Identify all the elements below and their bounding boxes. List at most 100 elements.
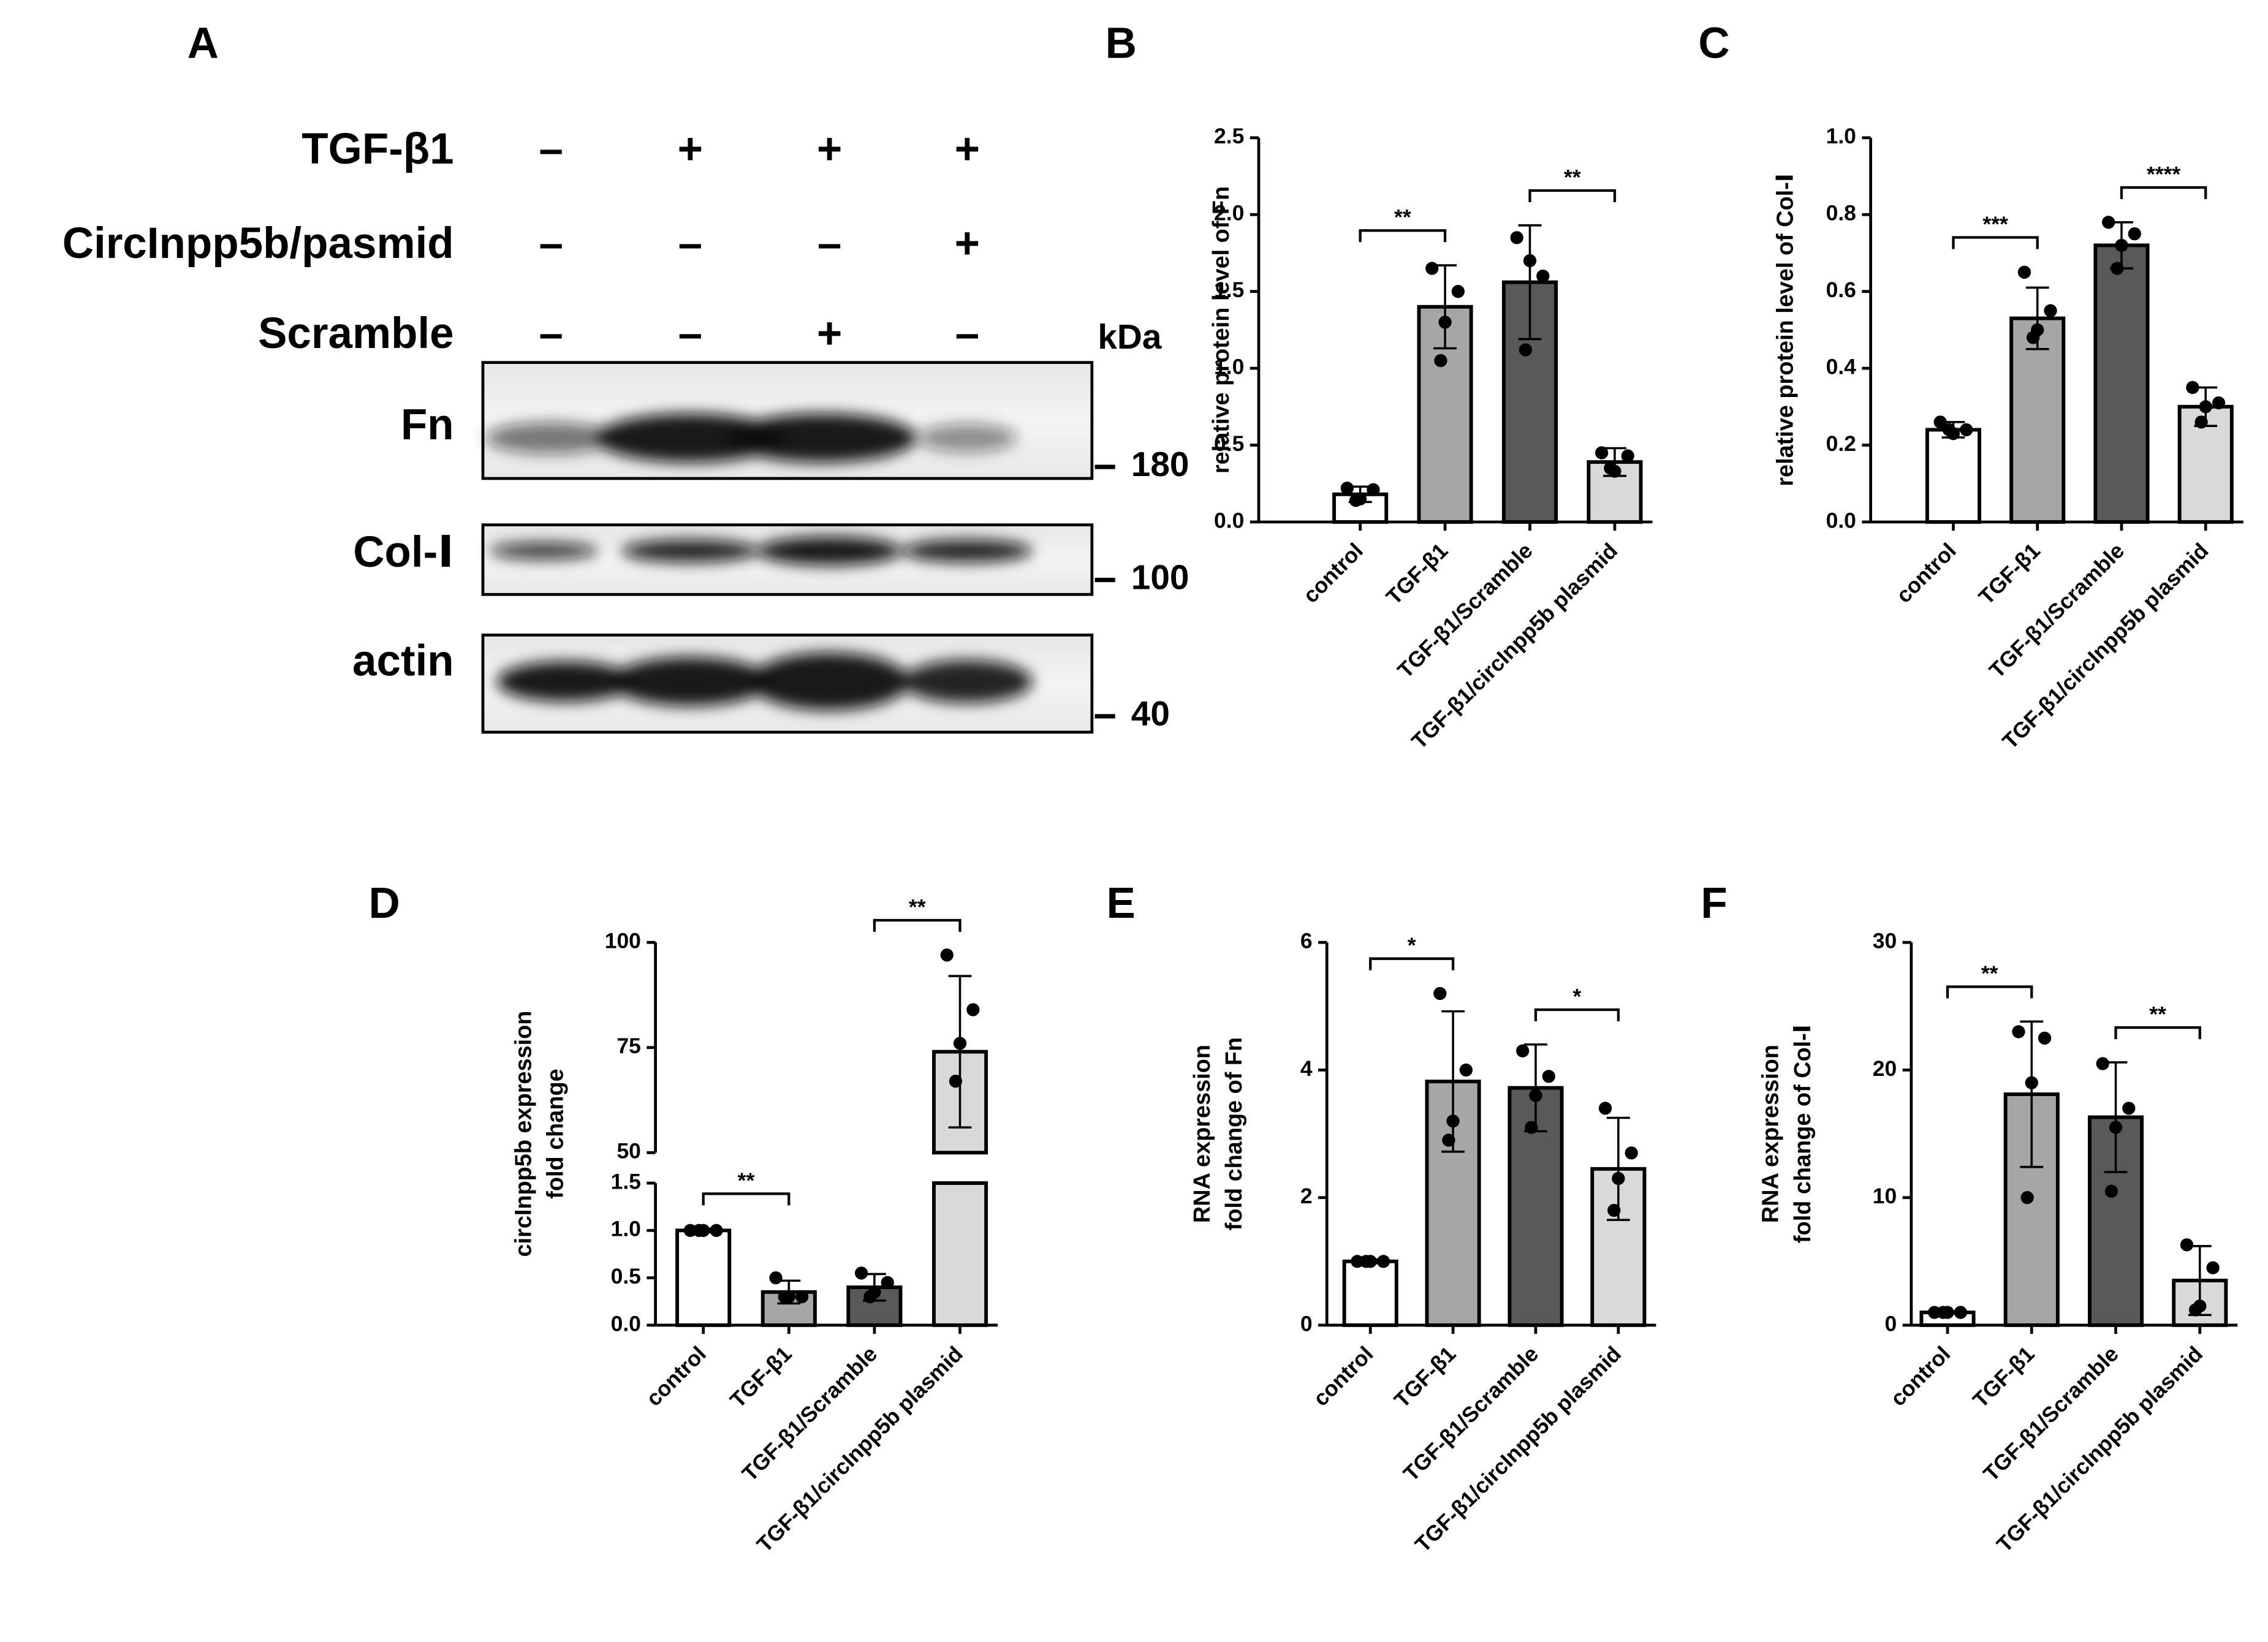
condition-sign: + [817, 125, 842, 173]
condition-label: TGF-β1 [302, 125, 453, 173]
band [757, 536, 902, 566]
significance-label: *** [1982, 212, 2008, 236]
data-point [881, 1276, 894, 1289]
data-point [1438, 316, 1452, 329]
y-tick-label: 100 [605, 929, 641, 953]
significance-label: ** [1394, 205, 1411, 230]
data-point [778, 1290, 791, 1304]
data-point [1621, 449, 1634, 463]
blot-bands [489, 536, 1033, 566]
condition-label: CircInpp5b/pasmid [63, 219, 454, 268]
data-point [1434, 354, 1447, 368]
y-tick-label: 0.4 [1826, 354, 1857, 379]
condition-sign: – [539, 219, 563, 268]
significance-label: * [1573, 984, 1582, 1008]
data-point [1612, 1171, 1625, 1186]
condition-sign: + [817, 309, 842, 358]
data-point [2194, 415, 2208, 429]
data-point [2104, 1184, 2118, 1198]
data-point [795, 1290, 809, 1304]
blot-label: actin [352, 637, 454, 686]
y-axis-label: fold change of Col-Ⅰ [1790, 1024, 1816, 1243]
data-point [1960, 423, 1973, 437]
data-point [1451, 285, 1465, 298]
x-tick-label: TGF-β1 [1381, 539, 1452, 610]
data-point [1459, 1063, 1473, 1077]
x-tick-label: control [1891, 539, 1960, 608]
y-axis-label: relative protein level of Col-Ⅰ [1772, 173, 1798, 486]
marker-label: 100 [1131, 559, 1189, 597]
data-point [2186, 380, 2199, 395]
data-point [1604, 461, 1617, 475]
data-point [710, 1224, 723, 1237]
significance-label: ** [1981, 961, 1998, 986]
y-tick-label: 2.0 [1214, 201, 1244, 225]
significance-bracket [1534, 1008, 1620, 1021]
data-point [2199, 400, 2212, 414]
data-point [953, 1037, 967, 1050]
data-point [2122, 1102, 2136, 1115]
data-point [769, 1271, 783, 1285]
error-bar [1518, 224, 1542, 341]
data-point [692, 1224, 706, 1237]
x-tick-label: TGF-β1 [1968, 1342, 2039, 1413]
band [901, 539, 1033, 563]
panel-letter: B [1106, 20, 1137, 68]
data-point [966, 1003, 980, 1016]
blot-bands [485, 413, 1017, 463]
y-axis-label: RNA expression [1189, 1045, 1215, 1223]
x-tick-label: control [642, 1342, 711, 1411]
data-point [1525, 1121, 1538, 1134]
bar [2093, 243, 2150, 524]
data-point [1433, 986, 1447, 1001]
data-point [2012, 1025, 2025, 1039]
significance-bracket [1952, 236, 2039, 249]
data-point [1942, 423, 1956, 437]
condition-label: Scramble [258, 309, 454, 358]
data-point [1954, 1306, 1967, 1319]
y-tick-label: 0.0 [1214, 508, 1244, 532]
data-point [1442, 1133, 1455, 1147]
data-point [2206, 1261, 2220, 1274]
band [489, 542, 599, 560]
y-tick-label: 1.5 [1214, 278, 1244, 302]
data-point [1349, 494, 1363, 507]
panel-letter: C [1698, 20, 1729, 68]
significance-bracket [2114, 1026, 2201, 1040]
condition-sign: + [678, 125, 703, 173]
error-bar [2020, 1020, 2044, 1168]
y-tick-label: 2.5 [1214, 124, 1244, 148]
data-point [1519, 343, 1533, 357]
band [610, 657, 770, 706]
data-point [2189, 1303, 2202, 1317]
y-tick-label: 1.0 [1826, 124, 1856, 148]
band [749, 652, 909, 711]
data-point [1936, 1306, 1950, 1319]
condition-sign: – [955, 309, 979, 358]
band [917, 423, 1017, 453]
y-tick-label: 2 [1300, 1184, 1313, 1208]
significance-label: ** [738, 1168, 755, 1193]
blot-label: Col-Ⅰ [353, 528, 453, 577]
significance-bracket [1528, 189, 1617, 202]
error-bar [1606, 1116, 1630, 1221]
data-point [2128, 227, 2141, 241]
data-point [1340, 482, 1354, 495]
data-point [1523, 254, 1537, 268]
band [596, 413, 785, 463]
bar [1925, 428, 1982, 524]
marker-label: 40 [1131, 695, 1170, 733]
panel-letter: A [188, 20, 219, 68]
band [727, 413, 917, 463]
data-point [1376, 1255, 1390, 1268]
condition-sign: – [678, 309, 702, 358]
data-point [1598, 1102, 1612, 1115]
data-point [863, 1290, 877, 1304]
data-point [2180, 1238, 2194, 1252]
band [496, 661, 635, 702]
panel-letter: D [368, 879, 400, 928]
significance-label: * [1408, 933, 1416, 958]
y-tick-label: 0.2 [1826, 431, 1856, 456]
data-point [949, 1074, 963, 1088]
